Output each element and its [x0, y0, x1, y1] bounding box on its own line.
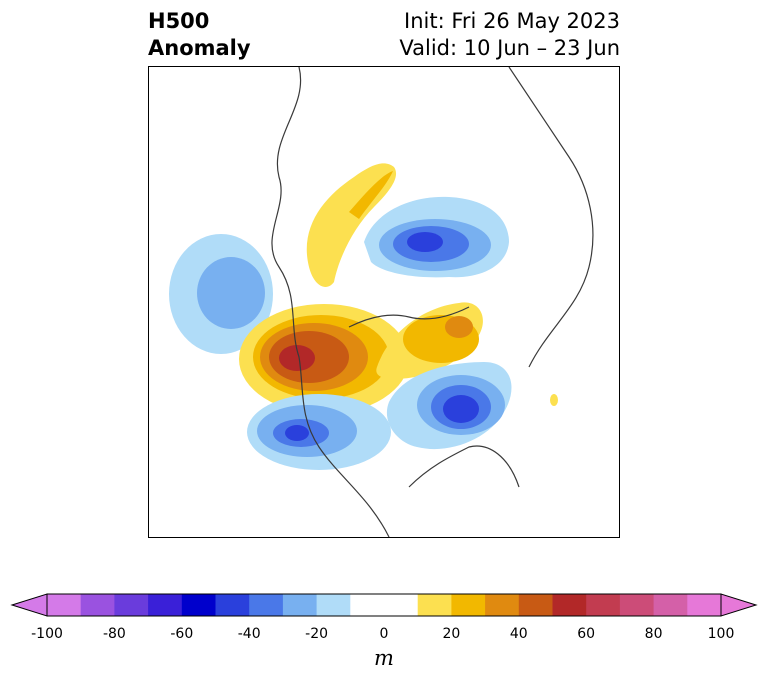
map-title: H500 Anomaly	[148, 8, 251, 62]
colorbar-segment	[80, 594, 115, 616]
title-line-2: Anomaly	[148, 36, 251, 60]
colorbar-segment	[451, 594, 486, 616]
colorbar-tick-label: 60	[577, 626, 596, 642]
colorbar-segment	[215, 594, 250, 616]
valid-range: Valid: 10 Jun – 23 Jun	[399, 36, 620, 60]
siberian-low	[364, 196, 509, 278]
colorbar-segment	[384, 594, 419, 616]
colorbar-segment	[249, 594, 284, 616]
colorbar-tick-label: 80	[644, 626, 663, 642]
colorbar-segment	[181, 594, 216, 616]
colorbar-segment	[653, 594, 688, 616]
colorbar-segment	[586, 594, 621, 616]
colorbar-ticks: -100 -80 -60 -40 -20 0 20 40 60 80 100	[0, 626, 768, 646]
colorbar-tick-label: -20	[305, 626, 329, 642]
northeast-low	[386, 362, 512, 450]
title-line-1: H500	[148, 9, 210, 33]
colorbar-max-extension	[720, 593, 758, 617]
colorbar-min-extension	[10, 593, 48, 617]
colorbar-segment	[316, 594, 351, 616]
colorbar-tick-label: 100	[707, 626, 735, 642]
colorbar-segment	[47, 594, 82, 616]
colorbar-segment	[485, 594, 520, 616]
map-panel	[148, 66, 620, 538]
colorbar-segment	[687, 594, 722, 616]
pacific-low	[169, 234, 273, 354]
colorbar-tick-label: -60	[170, 626, 194, 642]
colorbar-segment	[282, 594, 318, 616]
colorbar-segment	[148, 594, 183, 616]
colorbar-segment	[350, 594, 385, 616]
colorbar-tick-label: 0	[379, 626, 389, 642]
colorbar-tick-label: 20	[442, 626, 461, 642]
colorbar-segment	[114, 594, 149, 616]
coastlines	[271, 67, 594, 537]
colorbar-tick-label: 40	[509, 626, 528, 642]
colorbar-tick-label: -40	[237, 626, 261, 642]
colorbar	[10, 593, 758, 617]
colorbar-unit: m	[374, 646, 394, 670]
southwest-us-low	[247, 394, 391, 470]
alaska-arc-ridge	[306, 163, 397, 287]
anomaly-map	[169, 67, 594, 537]
colorbar-tick-label: -80	[102, 626, 126, 642]
colorbar-segments	[47, 594, 722, 616]
colorbar-segment	[552, 594, 587, 616]
colorbar-segment	[518, 594, 553, 616]
colorbar-tick-label: -100	[31, 626, 63, 642]
init-date: Init: Fri 26 May 2023	[404, 9, 620, 33]
western-canada-ridge	[239, 304, 409, 414]
forecast-dates: Init: Fri 26 May 2023 Valid: 10 Jun – 23…	[399, 8, 620, 62]
hudson-baffin-ridge	[376, 302, 558, 406]
colorbar-outline	[46, 593, 722, 617]
colorbar-segment	[619, 594, 655, 616]
colorbar-segment	[417, 594, 452, 616]
